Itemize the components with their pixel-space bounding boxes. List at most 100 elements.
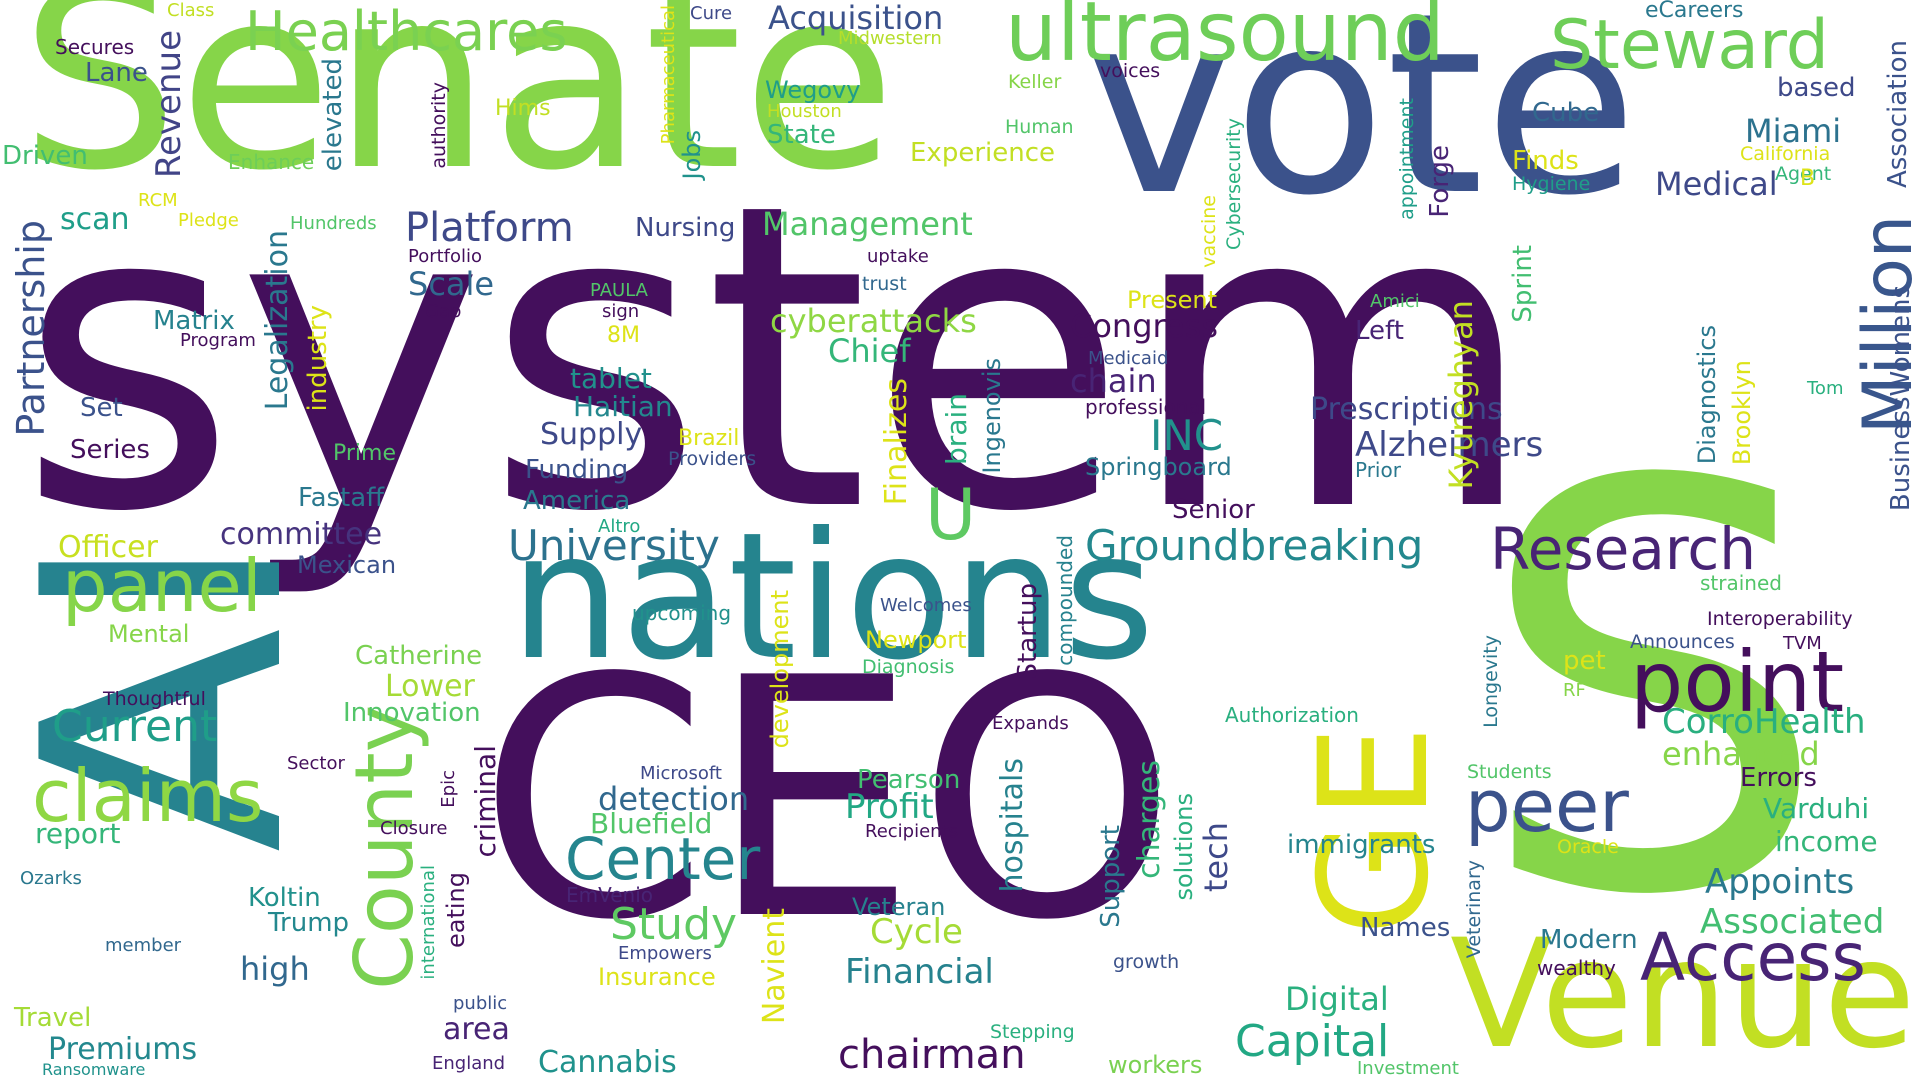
word-nations: nations xyxy=(510,496,1155,699)
word-university: University xyxy=(508,521,720,570)
word-development: development xyxy=(766,590,794,749)
word-portfolio: Portfolio xyxy=(408,246,483,267)
word-medicaid: Medicaid xyxy=(1088,348,1169,369)
word-rf: RF xyxy=(1563,680,1586,701)
word-diagnosis: Diagnosis xyxy=(862,656,955,678)
word-prime: Prime xyxy=(333,441,397,466)
word-mental: Mental xyxy=(108,620,190,648)
word-brooklyn: Brooklyn xyxy=(1728,360,1756,466)
word-inc: INC xyxy=(1150,411,1224,460)
word-finalizes: Finalizes xyxy=(879,378,914,506)
word-partnership: Partnership xyxy=(9,220,53,437)
word-tvm: TVM xyxy=(1783,633,1822,654)
word-supply: Supply xyxy=(540,417,643,452)
word-state: State xyxy=(767,120,836,150)
word-trump: Trump xyxy=(268,908,350,938)
word-ingenovis: Ingenovis xyxy=(978,358,1006,474)
word-peer: peer xyxy=(1465,764,1629,848)
word-human: Human xyxy=(1005,116,1074,138)
word-experience: Experience xyxy=(910,138,1055,168)
word-point: point xyxy=(1630,633,1845,731)
word-closure: Closure xyxy=(380,818,448,839)
word-microsoft: Microsoft xyxy=(640,763,722,784)
word-amici: Amici xyxy=(1370,291,1420,312)
word-workers: workers xyxy=(1108,1051,1203,1079)
word-hygiene: Hygiene xyxy=(1512,173,1591,195)
word-tablet: tablet xyxy=(570,362,652,395)
word-hims: Hims xyxy=(495,96,551,121)
word-navient: Navient xyxy=(757,908,792,1025)
word-forge: Forge xyxy=(1425,145,1455,218)
word-haitian: Haitian xyxy=(573,390,673,423)
word-cannabis: Cannabis xyxy=(538,1045,677,1080)
word-steward: Steward xyxy=(1550,6,1829,85)
word-stepping: Stepping xyxy=(990,1021,1075,1043)
word-miami: Miami xyxy=(1745,112,1842,150)
word-associated: Associated xyxy=(1700,902,1885,942)
word-emvenio: EmVenio xyxy=(566,883,654,907)
word-secures: Secures xyxy=(55,35,135,59)
word-capital: Capital xyxy=(1235,1016,1390,1067)
word-committee: committee xyxy=(220,517,383,552)
word-sign: sign xyxy=(602,301,640,322)
word-midwestern: Midwestern xyxy=(838,28,942,49)
word-profit: Profit xyxy=(845,787,934,827)
word-cycle: Cycle xyxy=(870,912,963,952)
word-groundbreaking: Groundbreaking xyxy=(1085,521,1424,570)
word-medical: Medical xyxy=(1655,165,1778,203)
word-errors: Errors xyxy=(1740,763,1817,793)
word-kyureghyan: Kyureghyan xyxy=(1442,300,1480,490)
word-providers: Providers xyxy=(668,448,757,470)
word-businesswomens: BusinessWomens xyxy=(1886,285,1916,512)
word-legalization: Legalization xyxy=(260,230,295,411)
word-oracle: Oracle xyxy=(1557,836,1619,858)
word-england: England xyxy=(432,1053,506,1074)
word-s: S xyxy=(1475,366,1831,1018)
word-newport: Newport xyxy=(865,626,967,654)
word-management: Management xyxy=(762,205,973,243)
word-cyberattacks: cyberattacks xyxy=(770,302,977,340)
word-jobs: Jobs xyxy=(678,130,706,180)
word-funding: Funding xyxy=(525,455,629,485)
word-springboard: Springboard xyxy=(1085,453,1232,481)
word-professional: professional xyxy=(1085,395,1207,419)
word-based: based xyxy=(1777,73,1856,103)
word-elevated: elevated xyxy=(318,58,348,172)
word-fastaff: Fastaff xyxy=(298,483,385,513)
word-chief: Chief xyxy=(828,332,911,370)
word-officer: Officer xyxy=(58,530,158,565)
word-longevity: Longevity xyxy=(1480,635,1502,728)
word-scale: Scale xyxy=(408,265,495,303)
word-agent: Agent xyxy=(1775,163,1832,185)
word-scan: scan xyxy=(60,202,130,237)
word-epic: Epic xyxy=(438,770,459,808)
word-wegovy: Wegovy xyxy=(765,76,861,104)
word-brain: brain xyxy=(940,393,973,465)
word-bluefield: Bluefield xyxy=(590,807,713,840)
word-welcomes: Welcomes xyxy=(880,595,972,616)
word-hospitals: hospitals xyxy=(995,758,1030,893)
word-claims: claims xyxy=(32,754,264,838)
word-empowers: Empowers xyxy=(618,943,712,964)
word-healthcares: Healthcares xyxy=(245,0,568,63)
word-diagnostics: Diagnostics xyxy=(1693,325,1721,465)
word-area: area xyxy=(443,1012,510,1047)
word-students: Students xyxy=(1467,761,1552,783)
word-research: Research xyxy=(1490,515,1757,583)
word-program: Program xyxy=(180,330,256,351)
word-current: Current xyxy=(52,701,218,752)
word-cybersecurity: Cybersecurity xyxy=(1223,118,1245,250)
word-prior: Prior xyxy=(1355,458,1401,482)
word-vote: vote xyxy=(1085,0,1638,250)
word-solutions: solutions xyxy=(1170,793,1198,901)
word-member: member xyxy=(105,935,182,956)
word-america: America xyxy=(523,486,631,516)
word-system: system xyxy=(18,115,1537,604)
word-brazil: Brazil xyxy=(678,426,740,451)
word-public: public xyxy=(453,993,508,1014)
word-paula: PAULA xyxy=(590,280,648,301)
word-insurance: Insurance xyxy=(598,963,716,991)
word-association: Association xyxy=(1883,40,1913,189)
word-cure: Cure xyxy=(690,3,733,24)
